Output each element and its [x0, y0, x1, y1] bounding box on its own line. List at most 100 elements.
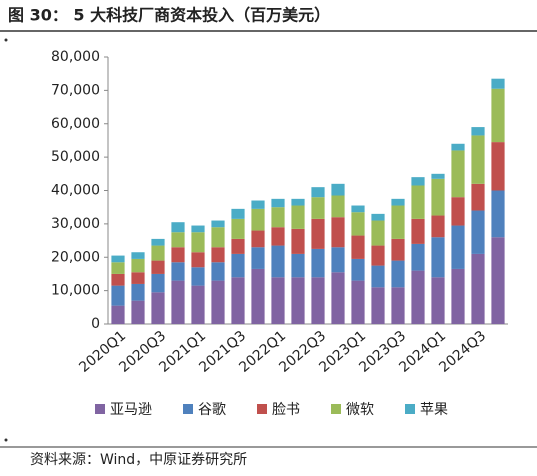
bar-segment — [351, 280, 365, 324]
bar-segment — [431, 178, 445, 216]
y-tick-label: 0 — [91, 316, 100, 332]
bar-segment — [131, 258, 145, 273]
bar-segment — [451, 197, 465, 226]
bar-segment — [231, 277, 245, 324]
bar-segment — [331, 272, 345, 324]
bar-segment — [131, 252, 145, 259]
bar-segment — [451, 150, 465, 198]
bar-segment — [251, 200, 265, 209]
bar-segment — [351, 205, 365, 213]
bar-segment — [331, 195, 345, 218]
bar-segment — [151, 238, 165, 246]
bar-segment — [151, 273, 165, 293]
bar-segment — [271, 227, 285, 246]
bar-segment — [491, 237, 505, 324]
bar-segment — [311, 197, 325, 219]
y-tick-label: 70,000 — [51, 82, 100, 98]
bar-segment — [291, 277, 305, 324]
bar-segment — [191, 285, 205, 324]
bar-segment — [111, 285, 125, 306]
legend-swatch — [257, 404, 267, 414]
bar-segment — [171, 222, 185, 233]
bar-segment — [151, 245, 165, 261]
y-tick-label: 50,000 — [51, 149, 100, 165]
y-tick-label: 40,000 — [51, 183, 100, 199]
bar-segment — [291, 205, 305, 229]
bar-segment — [411, 218, 425, 244]
bar-segment — [411, 177, 425, 186]
bar-segment — [291, 228, 305, 254]
bar-segment — [351, 235, 365, 259]
bar-segment — [371, 245, 385, 266]
bar-segment — [431, 173, 445, 179]
bar-segment — [391, 205, 405, 239]
bar-segment — [431, 215, 445, 238]
bar-segment — [391, 287, 405, 324]
bar-segment — [131, 283, 145, 301]
bar-segment — [451, 143, 465, 151]
bar-segment — [171, 262, 185, 281]
bar-segment — [191, 225, 205, 233]
bar-segment — [451, 225, 465, 269]
bar-segment — [271, 198, 285, 208]
bar-segment — [151, 260, 165, 274]
bar-segment — [471, 127, 485, 136]
bar-segment — [311, 248, 325, 278]
bar-segment — [311, 187, 325, 198]
bar-segment — [291, 198, 305, 206]
margin-dot — [4, 438, 8, 442]
bar-segment — [231, 208, 245, 219]
bar-segment — [271, 207, 285, 228]
legend-swatch — [405, 404, 415, 414]
bar-segment — [171, 247, 185, 263]
y-tick-label: 60,000 — [51, 116, 100, 132]
bar-segment — [491, 88, 505, 143]
bar-segment — [211, 220, 225, 228]
bar-segment — [391, 238, 405, 261]
bar-segment — [211, 247, 225, 263]
bar-segment — [131, 300, 145, 324]
bar-segment — [171, 280, 185, 324]
y-tick-label: 20,000 — [51, 249, 100, 265]
bar-segment — [331, 183, 345, 196]
bar-segment — [331, 247, 345, 273]
bar-segment — [111, 255, 125, 263]
bar-segment — [331, 217, 345, 248]
bar-segment — [491, 190, 505, 238]
bar-segment — [351, 258, 365, 281]
bar-segment — [251, 247, 265, 269]
bar-segment — [111, 273, 125, 286]
margin-dot — [4, 38, 8, 42]
source: 资料来源：Wind，中原证券研究所 — [30, 452, 247, 468]
bar-segment — [211, 262, 225, 281]
bar-segment — [351, 212, 365, 236]
bar-segment — [371, 220, 385, 246]
bar-segment — [471, 253, 485, 324]
bar-segment — [211, 280, 225, 324]
bar-segment — [151, 292, 165, 324]
legend-label: 亚马逊 — [110, 402, 152, 418]
bar-segment — [371, 265, 385, 288]
bar-segment — [191, 267, 205, 286]
bar-segment — [251, 230, 265, 248]
bar-segment — [111, 262, 125, 274]
y-tick-label: 30,000 — [51, 216, 100, 232]
legend-label: 谷歌 — [198, 402, 226, 418]
bar-segment — [391, 260, 405, 288]
y-tick-label: 10,000 — [51, 283, 100, 299]
bar-segment — [471, 210, 485, 254]
bar-segment — [491, 142, 505, 191]
bar-segment — [471, 183, 485, 211]
bar-segment — [471, 135, 485, 184]
bar-segment — [211, 227, 225, 248]
bar-segment — [411, 185, 425, 219]
bar-segment — [451, 268, 465, 324]
legend-swatch — [183, 404, 193, 414]
bar-segment — [271, 245, 285, 278]
bar-segment — [431, 277, 445, 324]
bar-segment — [131, 272, 145, 284]
bar-segment — [371, 213, 385, 221]
legend-label: 脸书 — [272, 402, 300, 418]
